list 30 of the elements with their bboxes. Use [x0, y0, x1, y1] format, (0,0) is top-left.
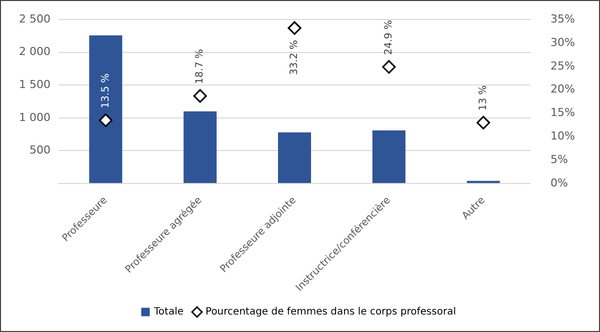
y-tick-label: 2 000 [18, 45, 50, 58]
point [193, 89, 207, 103]
y-tick-label: 2 500 [18, 12, 50, 26]
bar [466, 180, 500, 184]
y-tick-label: 1 000 [18, 110, 50, 124]
legend-label: Pourcentage de femmes dans le corps professoral [206, 306, 456, 318]
data-label: 13.5 % [100, 73, 112, 108]
y2-tick-label: 0% [550, 176, 568, 190]
point [382, 60, 396, 74]
data-label: 33.2 % [289, 40, 300, 75]
bar [89, 35, 122, 184]
data-label: 18.7 % [194, 48, 206, 84]
data-label: 13 % [478, 85, 489, 111]
data-label: 24.9 % [384, 20, 395, 55]
y-tick-label: 1 500 [18, 78, 50, 92]
y2-tick-label: 15% [550, 106, 576, 120]
point [476, 116, 490, 130]
y-tick-label: 500 [29, 144, 50, 157]
y2-tick-label: 35% [550, 12, 576, 26]
bar [184, 111, 217, 184]
point [288, 21, 302, 35]
y2-tick-label: 20% [550, 82, 576, 96]
bar [278, 132, 312, 184]
point [98, 114, 112, 128]
y2-tick-label: 25% [550, 59, 576, 72]
legend-label: Totale [153, 306, 184, 318]
bar [372, 130, 406, 184]
y2-tick-label: 30% [550, 36, 576, 49]
y2-tick-label: 10% [550, 130, 576, 143]
y2-tick-label: 5% [550, 152, 568, 166]
